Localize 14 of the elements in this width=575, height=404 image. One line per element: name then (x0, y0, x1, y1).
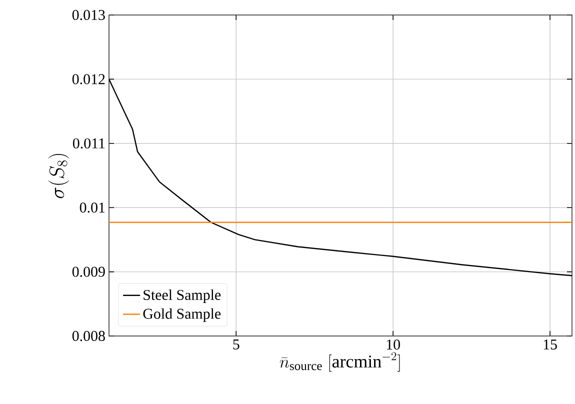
y-tick-label: 0.012 (72, 74, 105, 84)
y-axis-title: $\sigma(S_8)$ (48, 154, 70, 198)
x-tick-label: 10 (386, 340, 400, 350)
x-axis-title: $\bar{n}_{\mathrm{source}}\;[\mathrm{arcmin}^{-2}]$ (280, 352, 400, 372)
y-tick-label: 0.009 (72, 266, 105, 277)
y-tick-label: 0.01 (80, 202, 105, 213)
y-tick-label: 0.008 (72, 330, 105, 342)
y-tick-label: 0.011 (72, 138, 105, 148)
line-series (109, 78, 572, 276)
legend-label: Steel Sample (144, 289, 221, 304)
x-tick-label: 15 (544, 340, 557, 350)
y-tick-label: 0.013 (72, 10, 105, 20)
legend-label: Gold Sample (143, 308, 221, 322)
x-tick-label: 5 (233, 340, 240, 350)
